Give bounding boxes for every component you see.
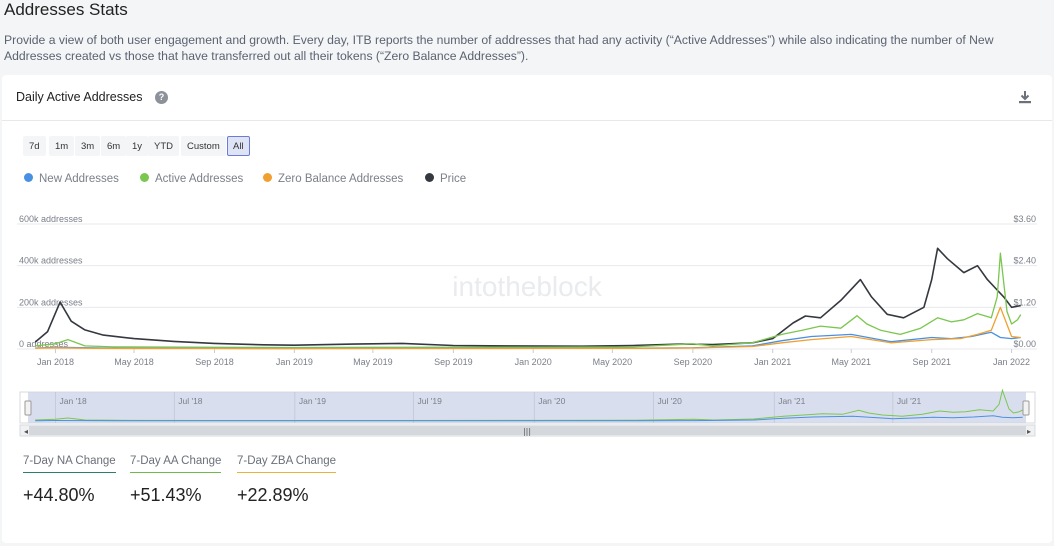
chart-card: Daily Active Addresses ? 7d 1m 3m 6m 1y … [2, 75, 1052, 543]
y-tick-label-left: 0 addresses [19, 339, 69, 349]
x-tick-label: Jan 2018 [37, 357, 74, 367]
navigator-scrollbar-thumb[interactable] [29, 426, 1026, 435]
legend-label: Zero Balance Addresses [278, 173, 404, 185]
navigator-tick-label: Jan '19 [299, 396, 326, 406]
navigator-handle[interactable] [1022, 400, 1030, 416]
page-title: Addresses Stats [4, 0, 128, 19]
legend-dot-active-addresses [140, 173, 149, 182]
range-1m-button[interactable]: 1m [49, 136, 75, 156]
stat-value: +22.89% [237, 485, 309, 505]
x-tick-label: Sep 2018 [195, 357, 234, 367]
card-header: Daily Active Addresses ? [2, 75, 1052, 121]
range-7d-button[interactable]: 7d [23, 136, 46, 156]
x-tick-label: May 2019 [353, 357, 393, 367]
navigator-selection [28, 392, 1026, 423]
range-ytd-button[interactable]: YTD [148, 136, 179, 156]
legend-new-addresses[interactable]: New Addresses [24, 173, 119, 185]
stat-label: 7-Day AA Change [130, 455, 222, 473]
y-tick-label-left: 200k addresses [19, 297, 83, 307]
legend-dot-new-addresses [24, 173, 33, 182]
stat-zba-change: 7-Day ZBA Change +22.89% [237, 455, 337, 506]
y-axis-left: 0 addresses 200k addresses 400k addresses 6… [19, 214, 83, 349]
y-tick-label-right: $1.20 [1013, 297, 1036, 307]
legend-dot-zero-balance [263, 173, 272, 182]
legend-label: New Addresses [39, 173, 119, 185]
x-tick-label: Jan 2021 [754, 357, 791, 367]
range-3m-button[interactable]: 3m [75, 136, 101, 156]
watermark-text: intotheblock [452, 271, 602, 302]
x-tick-label: May 2020 [593, 357, 633, 367]
download-icon[interactable] [1017, 89, 1033, 105]
x-tick-label: May 2021 [831, 357, 871, 367]
stat-value: +51.43% [130, 485, 202, 505]
range-1y-button[interactable]: 1y [126, 136, 149, 156]
x-tick-label: Jan 2019 [276, 357, 313, 367]
series-line-zero-balance-addresses [35, 306, 1021, 350]
series-line-price [34, 247, 1021, 347]
stat-aa-change: 7-Day AA Change +51.43% [130, 455, 222, 506]
legend-dot-price [425, 173, 434, 182]
series-lines [34, 247, 1022, 350]
stat-label: 7-Day ZBA Change [237, 455, 337, 473]
navigator-handle[interactable] [24, 400, 32, 416]
stat-label: 7-Day NA Change [23, 455, 116, 473]
navigator-tick-label: Jan '20 [538, 396, 565, 406]
y-tick-label-right: $0.00 [1013, 339, 1036, 349]
y-tick-label-left: 600k addresses [19, 214, 83, 224]
navigator-tick-label: Jul '18 [178, 396, 203, 406]
x-tick-label: May 2018 [114, 357, 154, 367]
scroll-grip-icon: ||| [523, 427, 531, 436]
navigator-tick-label: Jan '21 [778, 396, 805, 406]
x-tick-label: Jan 2020 [515, 357, 552, 367]
x-tick-label: Sep 2021 [912, 357, 951, 367]
legend-label: Active Addresses [155, 173, 244, 185]
navigator-tick-label: Jul '20 [658, 396, 683, 406]
help-icon[interactable]: ? [155, 91, 168, 104]
navigator-tick-label: Jul '19 [418, 396, 443, 406]
navigator-tick-label: Jan '18 [60, 396, 87, 406]
stat-value: +44.80% [23, 485, 95, 505]
legend-price[interactable]: Price [425, 173, 466, 185]
x-axis: Jan 2018 May 2018 Sep 2018 Jan 2019 May 2019… [37, 349, 1030, 367]
y-axis-right: $0.00 $1.20 $2.40 $3.60 [1013, 214, 1036, 349]
range-navigator[interactable]: Jan '18 Jul '18 Jan '19 Jul '19 Jan '20 Jul '… [19, 388, 1036, 437]
x-tick-label: Jan 2022 [993, 357, 1030, 367]
card-title: Daily Active Addresses [16, 90, 143, 104]
series-line-active-addresses [35, 252, 1022, 349]
legend-active-addresses[interactable]: Active Addresses [140, 173, 243, 185]
range-all-button[interactable]: All [227, 136, 250, 156]
scroll-right-arrow-icon: ▸ [1027, 427, 1031, 436]
chart-area[interactable]: intotheblock 0 addresses 200k addresses 40… [2, 211, 1052, 439]
x-tick-label: Sep 2020 [674, 357, 713, 367]
y-tick-label-right: $2.40 [1013, 256, 1036, 266]
scroll-left-arrow-icon: ◂ [24, 427, 28, 436]
range-6m-button[interactable]: 6m [101, 136, 127, 156]
y-tick-label-left: 400k addresses [19, 256, 83, 266]
navigator-series-line [35, 415, 1023, 422]
page-description: Provide a view of both user engagement a… [4, 33, 994, 63]
legend-zero-balance-addresses[interactable]: Zero Balance Addresses [263, 173, 403, 185]
y-tick-label-right: $3.60 [1013, 214, 1036, 224]
stat-na-change: 7-Day NA Change +44.80% [23, 455, 116, 506]
x-tick-label: Sep 2019 [434, 357, 473, 367]
range-custom-button[interactable]: Custom [181, 136, 226, 156]
navigator-tick-label: Jul '21 [897, 396, 922, 406]
legend-label: Price [440, 173, 467, 185]
